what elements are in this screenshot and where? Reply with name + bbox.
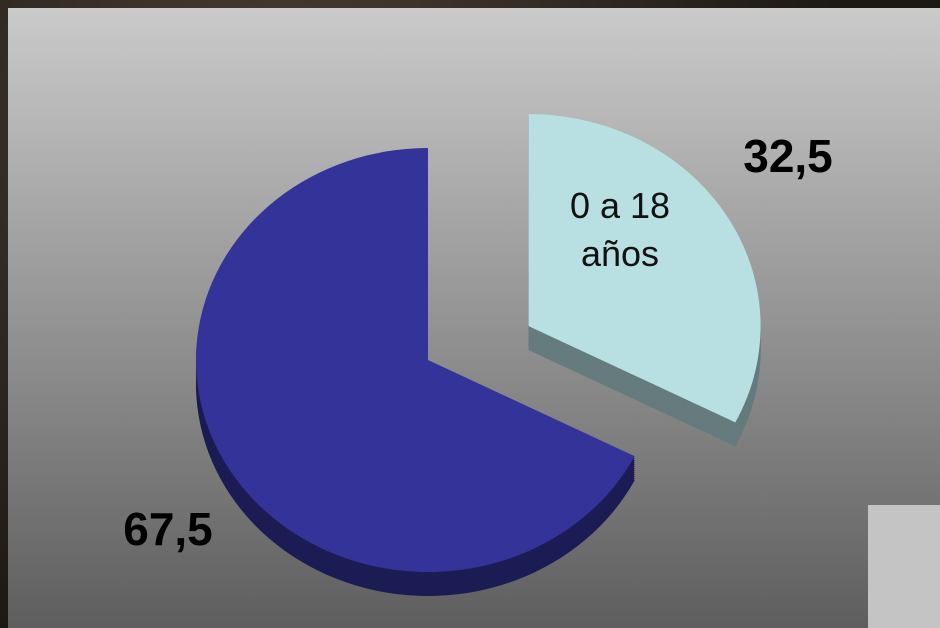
corner-box	[868, 505, 940, 628]
slice-top	[196, 148, 635, 572]
value-label: 32,5	[743, 130, 833, 182]
value-label: 67,5	[123, 503, 213, 555]
slice-label: 0 a 18 años	[569, 185, 671, 274]
slice	[195, 148, 635, 596]
slice	[528, 114, 761, 447]
slice-top	[528, 114, 761, 423]
